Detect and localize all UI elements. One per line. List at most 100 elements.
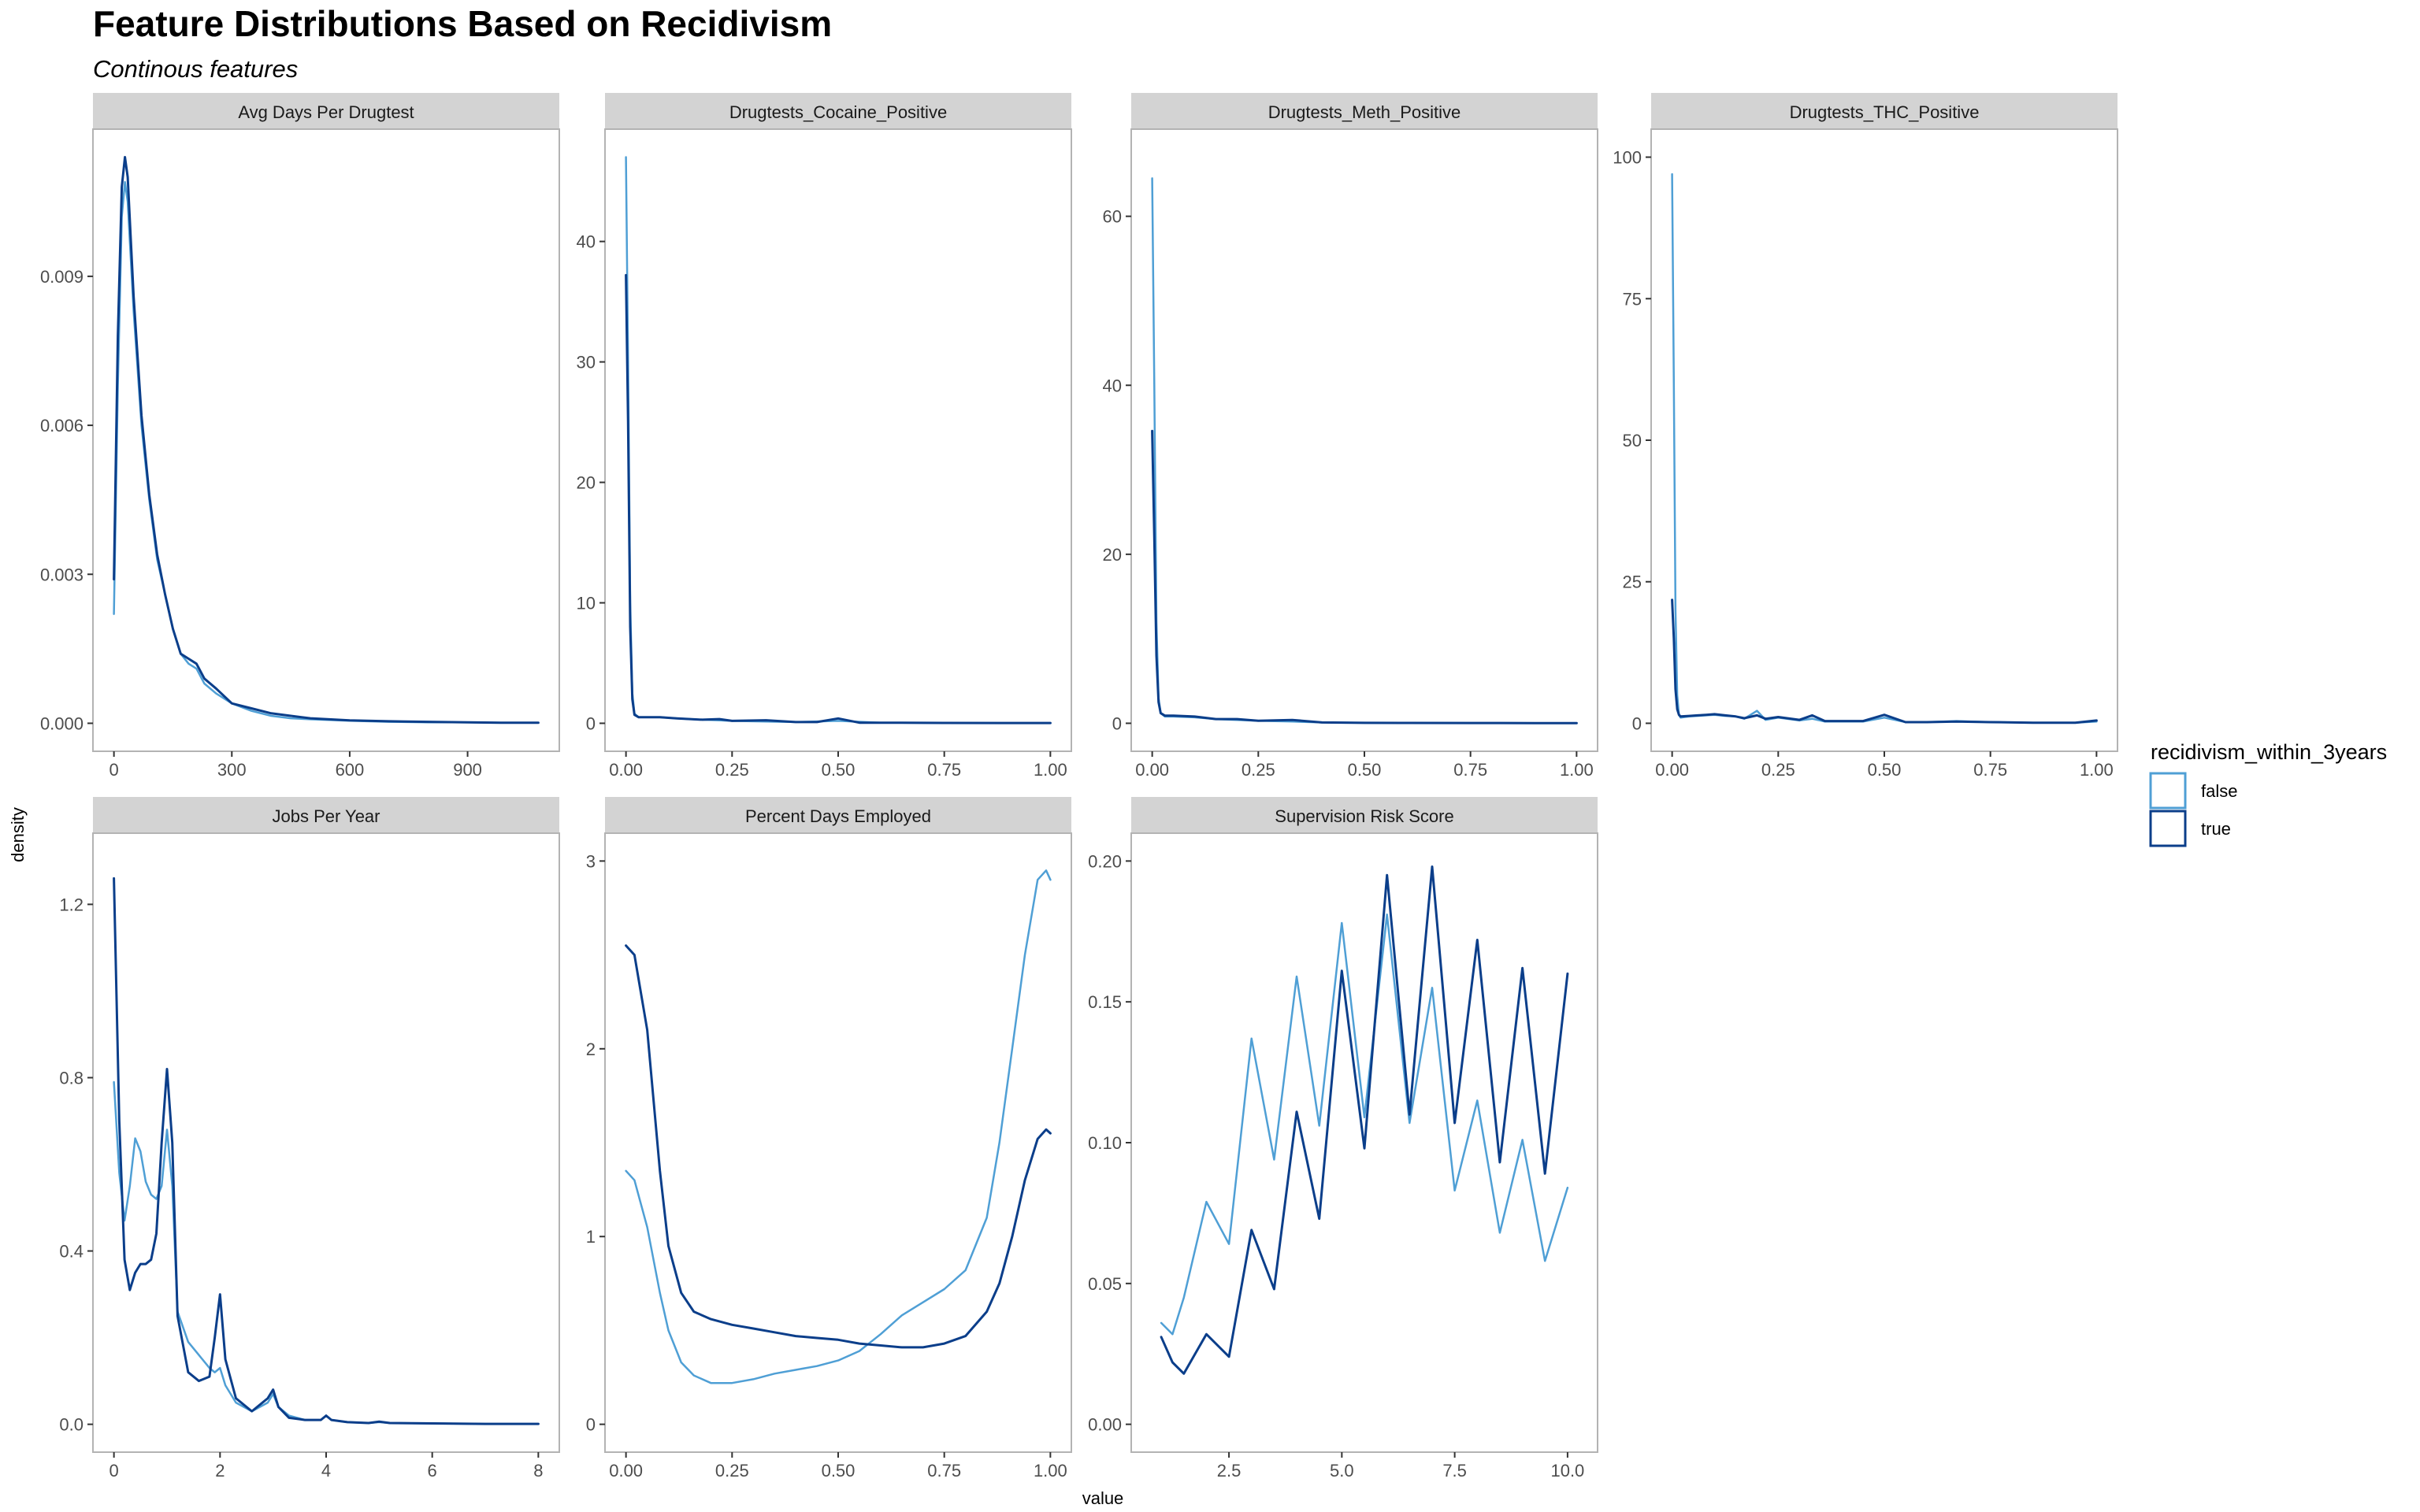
plot-area-drugtests-thc-positive xyxy=(1650,128,2118,752)
y-tick-label-avg-days-per-drugtest-2: 0.006 xyxy=(40,416,84,435)
x-tick-label-drugtests-thc-positive-4: 1.00 xyxy=(2080,760,2114,780)
panel-drugtests-thc-positive: Drugtests_THC_Positive 0.00 0.25 0.50 0.75 1.… xyxy=(1613,93,2118,780)
x-tick-label-drugtests-cocaine-positive-4: 1.00 xyxy=(1034,760,1067,780)
x-tick-label-jobs-per-year-0: 0 xyxy=(109,1461,119,1480)
chart-subtitle: Continous features xyxy=(93,55,298,83)
y-tick-label-jobs-per-year-2: 0.8 xyxy=(59,1068,84,1088)
legend: recidivism_within_3years false true xyxy=(2149,740,2387,847)
x-tick-label-drugtests-meth-positive-3: 0.75 xyxy=(1453,760,1487,780)
legend-label-false: false xyxy=(2201,781,2237,801)
x-tick-label-percent-days-employed-1: 0.25 xyxy=(715,1461,749,1480)
x-tick-label-percent-days-employed-0: 0.00 xyxy=(609,1461,643,1480)
strip-percent-days-employed xyxy=(605,797,1071,833)
legend-title: recidivism_within_3years xyxy=(2151,740,2387,764)
x-tick-label-jobs-per-year-1: 2 xyxy=(215,1461,225,1480)
x-tick-label-drugtests-thc-positive-1: 0.25 xyxy=(1761,760,1795,780)
density-line-drugtests-thc-positive-true xyxy=(1671,598,2098,724)
density-line-drugtests-meth-positive-true xyxy=(1151,429,1578,724)
x-tick-label-jobs-per-year-4: 8 xyxy=(533,1461,543,1480)
y-tick-label-percent-days-employed-1: 1 xyxy=(586,1227,596,1247)
x-tick-label-supervision-risk-score-3: 10.0 xyxy=(1550,1461,1584,1480)
y-tick-label-supervision-risk-score-4: 0.20 xyxy=(1088,851,1122,871)
y-tick-label-drugtests-cocaine-positive-4: 40 xyxy=(577,232,596,252)
x-tick-label-avg-days-per-drugtest-3: 900 xyxy=(453,760,482,780)
panel-drugtests-meth-positive: Drugtests_Meth_Positive 0.00 0.25 0.50 0.75 1… xyxy=(1103,93,1598,780)
panel-jobs-per-year: Jobs Per Year 0 2 4 6 8 0.0 0.4 0.8 1.2 xyxy=(59,797,560,1480)
plot-area-drugtests-cocaine-positive xyxy=(604,128,1072,752)
x-tick-label-percent-days-employed-2: 0.50 xyxy=(822,1461,856,1480)
legend-key-true xyxy=(2149,810,2187,847)
y-tick-label-supervision-risk-score-3: 0.15 xyxy=(1088,992,1122,1012)
y-tick-label-drugtests-thc-positive-0: 0 xyxy=(1632,713,1642,733)
strip-label-jobs-per-year: Jobs Per Year xyxy=(273,806,380,826)
x-tick-label-avg-days-per-drugtest-1: 300 xyxy=(217,760,247,780)
x-tick-label-drugtests-cocaine-positive-3: 0.75 xyxy=(927,760,961,780)
density-line-percent-days-employed-true xyxy=(625,944,1052,1349)
panel-drugtests-cocaine-positive: Drugtests_Cocaine_Positive 0.00 0.25 0.50 0.… xyxy=(577,93,1072,780)
density-line-percent-days-employed-false xyxy=(625,869,1052,1384)
y-tick-label-percent-days-employed-0: 0 xyxy=(586,1415,596,1435)
x-tick-label-jobs-per-year-3: 6 xyxy=(428,1461,437,1480)
y-tick-label-drugtests-thc-positive-2: 50 xyxy=(1623,431,1642,450)
strip-drugtests-thc-positive xyxy=(1651,93,2118,129)
x-tick-label-avg-days-per-drugtest-0: 0 xyxy=(109,760,119,780)
density-line-supervision-risk-score-false xyxy=(1160,914,1569,1336)
y-axis-title: density xyxy=(8,807,28,862)
x-tick-label-percent-days-employed-3: 0.75 xyxy=(927,1461,961,1480)
strip-label-drugtests-cocaine-positive: Drugtests_Cocaine_Positive xyxy=(729,102,947,122)
strip-supervision-risk-score xyxy=(1131,797,1598,833)
legend-key-false xyxy=(2149,772,2187,810)
plot-area-jobs-per-year xyxy=(92,832,560,1453)
strip-label-supervision-risk-score: Supervision Risk Score xyxy=(1275,806,1453,826)
strip-avg-days-per-drugtest xyxy=(93,93,559,129)
y-tick-label-drugtests-meth-positive-0: 0 xyxy=(1112,713,1122,733)
strip-label-drugtests-thc-positive: Drugtests_THC_Positive xyxy=(1790,102,1980,122)
x-axis-title: value xyxy=(1082,1488,1124,1508)
y-tick-label-drugtests-meth-positive-1: 20 xyxy=(1103,545,1122,565)
x-tick-label-drugtests-cocaine-positive-1: 0.25 xyxy=(715,760,749,780)
x-tick-label-jobs-per-year-2: 4 xyxy=(321,1461,331,1480)
x-tick-label-drugtests-thc-positive-2: 0.50 xyxy=(1868,760,1902,780)
x-tick-label-drugtests-meth-positive-4: 1.00 xyxy=(1560,760,1594,780)
strip-label-drugtests-meth-positive: Drugtests_Meth_Positive xyxy=(1268,102,1461,122)
panel-percent-days-employed: Percent Days Employed 0.00 0.25 0.50 0.75 1.0… xyxy=(586,797,1072,1480)
y-tick-label-drugtests-thc-positive-1: 25 xyxy=(1623,573,1642,592)
y-tick-label-drugtests-thc-positive-3: 75 xyxy=(1623,289,1642,309)
x-tick-label-percent-days-employed-4: 1.00 xyxy=(1034,1461,1067,1480)
x-tick-label-drugtests-meth-positive-2: 0.50 xyxy=(1348,760,1382,780)
strip-drugtests-meth-positive xyxy=(1131,93,1598,129)
strip-label-percent-days-employed: Percent Days Employed xyxy=(745,806,931,826)
plot-area-avg-days-per-drugtest xyxy=(92,128,560,752)
density-line-drugtests-cocaine-positive-true xyxy=(625,273,1052,724)
y-tick-label-jobs-per-year-3: 1.2 xyxy=(59,895,84,914)
chart-title: Feature Distributions Based on Recidivis… xyxy=(93,3,832,44)
y-tick-label-supervision-risk-score-0: 0.00 xyxy=(1088,1415,1122,1435)
y-tick-label-drugtests-cocaine-positive-0: 0 xyxy=(586,713,596,733)
y-tick-label-jobs-per-year-0: 0.0 xyxy=(59,1415,84,1435)
plot-area-percent-days-employed xyxy=(604,832,1072,1453)
y-tick-label-drugtests-meth-positive-3: 60 xyxy=(1103,207,1122,227)
y-tick-label-percent-days-employed-3: 3 xyxy=(586,851,596,871)
x-tick-label-avg-days-per-drugtest-2: 600 xyxy=(336,760,365,780)
y-tick-label-jobs-per-year-1: 0.4 xyxy=(59,1242,84,1262)
y-tick-label-avg-days-per-drugtest-0: 0.000 xyxy=(40,713,84,733)
y-tick-label-percent-days-employed-2: 2 xyxy=(586,1040,596,1059)
y-tick-label-supervision-risk-score-2: 0.10 xyxy=(1088,1133,1122,1153)
density-line-supervision-risk-score-true xyxy=(1160,865,1569,1375)
strip-jobs-per-year xyxy=(93,797,559,833)
density-line-avg-days-per-drugtest-true xyxy=(113,156,540,724)
y-tick-label-drugtests-cocaine-positive-1: 10 xyxy=(577,593,596,613)
y-tick-label-drugtests-cocaine-positive-2: 20 xyxy=(577,473,596,493)
x-tick-label-drugtests-thc-positive-3: 0.75 xyxy=(1973,760,2007,780)
x-tick-label-supervision-risk-score-0: 2.5 xyxy=(1217,1461,1242,1480)
y-tick-label-supervision-risk-score-1: 0.05 xyxy=(1088,1274,1122,1294)
y-tick-label-drugtests-meth-positive-2: 40 xyxy=(1103,376,1122,395)
density-line-jobs-per-year-true xyxy=(113,876,540,1425)
strip-label-avg-days-per-drugtest: Avg Days Per Drugtest xyxy=(238,102,414,122)
y-tick-label-avg-days-per-drugtest-1: 0.003 xyxy=(40,565,84,584)
legend-label-true: true xyxy=(2201,819,2231,839)
panel-supervision-risk-score: Supervision Risk Score 2.5 5.0 7.5 10.0 0.00 0… xyxy=(1088,797,1598,1480)
x-tick-label-supervision-risk-score-1: 5.0 xyxy=(1330,1461,1354,1480)
